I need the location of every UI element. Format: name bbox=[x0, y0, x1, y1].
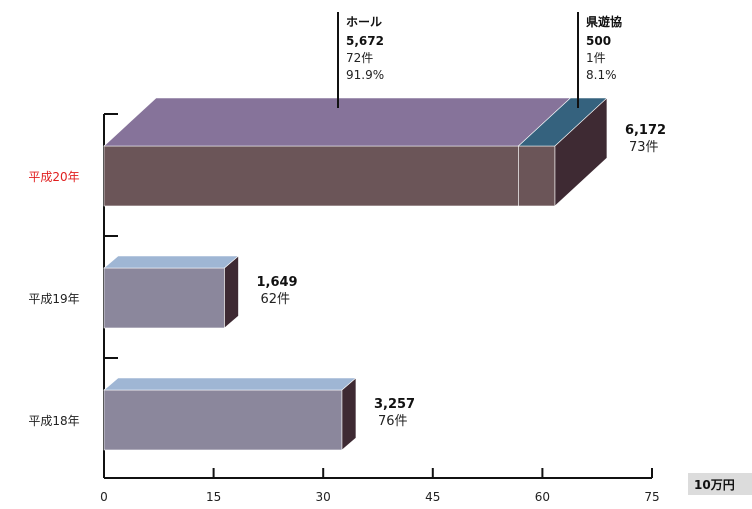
bar-total-label: 3,257 bbox=[374, 397, 415, 412]
bar-count-label: 76件 bbox=[378, 414, 408, 429]
x-tick-label: 0 bbox=[100, 490, 108, 504]
bar-top-face bbox=[103, 377, 357, 391]
segment-count-label: 1件 bbox=[586, 51, 606, 65]
bar-front-face bbox=[103, 389, 343, 451]
x-tick-label: 15 bbox=[206, 490, 221, 504]
x-tick-label: 45 bbox=[425, 490, 440, 504]
segment-share-label: 8.1% bbox=[586, 68, 617, 82]
bar-front-segment bbox=[103, 145, 519, 207]
segment-value-label: 500 bbox=[586, 34, 611, 48]
x-tick-label: 30 bbox=[316, 490, 331, 504]
bar-count-label: 73件 bbox=[629, 140, 659, 155]
segment-share-label: 91.9% bbox=[346, 68, 384, 82]
bar-total-label: 1,649 bbox=[256, 275, 297, 290]
category-label: 平成19年 bbox=[28, 292, 79, 306]
x-tick-label: 60 bbox=[535, 490, 550, 504]
segment-value-label: 5,672 bbox=[346, 34, 384, 48]
unit-label: 10万円 bbox=[694, 478, 735, 492]
bar-total-label: 6,172 bbox=[625, 123, 666, 138]
bar-front-face bbox=[103, 267, 225, 329]
bar-side-face bbox=[554, 97, 608, 207]
bar-side-face bbox=[224, 255, 239, 329]
bar-count-label: 62件 bbox=[260, 292, 290, 307]
bar-front-segment bbox=[518, 145, 556, 207]
bar-side-face bbox=[341, 377, 357, 451]
segment-name-label: ホール bbox=[346, 15, 382, 29]
segment-count-label: 72件 bbox=[346, 51, 373, 65]
unit-label-box bbox=[688, 473, 752, 495]
category-label: 平成18年 bbox=[28, 414, 79, 428]
x-tick-label: 75 bbox=[644, 490, 659, 504]
bar-top-face bbox=[103, 255, 240, 269]
segment-name-label: 県遊協 bbox=[586, 14, 622, 29]
category-label: 平成20年 bbox=[28, 170, 79, 184]
